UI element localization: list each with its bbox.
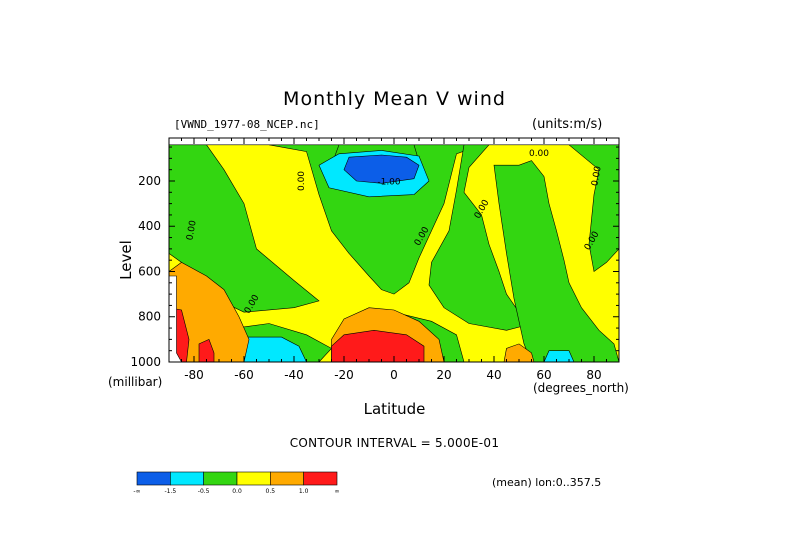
colorbar-label: -1.5 <box>164 488 176 495</box>
contour-region-19 <box>169 275 182 362</box>
contour-region-2 <box>268 144 482 295</box>
colorbar-label: 1.0 <box>299 488 309 495</box>
x-tick-label: 80 <box>586 368 601 382</box>
colorbar-swatch <box>270 471 304 486</box>
contour-fill-group <box>169 144 619 362</box>
contour-region-5 <box>493 160 619 362</box>
x-tick-label: 0 <box>390 368 398 382</box>
contour-label-7: 0.00 <box>590 165 603 187</box>
colorbar-swatch <box>236 471 271 486</box>
x-tick-label: -60 <box>234 368 254 382</box>
contour-label-0: 0.00 <box>185 219 198 241</box>
contour-label-3: -1.00 <box>377 177 401 187</box>
x-axis-unit: (degrees_north) <box>533 381 629 395</box>
chart-title: Monthly Mean V wind <box>283 88 506 110</box>
contour-label-1: 0.00 <box>297 171 307 191</box>
contour-region-18 <box>331 329 425 362</box>
x-tick-label: 60 <box>536 368 551 382</box>
y-tick-label: 600 <box>138 264 161 278</box>
y-tick-label: 800 <box>138 310 161 324</box>
dataset-label: [VWND_1977-08_NCEP.nc] <box>174 118 320 131</box>
footer-mean-text: (mean) lon:0..357.5 <box>492 476 602 489</box>
colorbar-label: ∞ <box>335 488 340 495</box>
colorbar-swatch <box>203 471 238 486</box>
contour-region-6 <box>568 144 619 273</box>
y-tick-label: 400 <box>138 219 161 233</box>
y-tick-label: 200 <box>138 174 161 188</box>
x-tick-label: -40 <box>284 368 304 382</box>
contour-region-10 <box>543 350 575 362</box>
contour-region-13 <box>169 262 250 362</box>
contour-label-6: 0.00 <box>529 149 549 159</box>
colorbar-label: -0.5 <box>198 488 210 495</box>
contour-region-17 <box>198 338 215 362</box>
contour-region-15 <box>503 343 535 362</box>
units-label: (units:m/s) <box>532 117 603 132</box>
x-tick-label: 20 <box>436 368 451 382</box>
contour-region-12 <box>343 154 420 184</box>
x-tick-label: -80 <box>184 368 204 382</box>
x-tick-label: -20 <box>334 368 354 382</box>
colorbar-label: 0.5 <box>266 488 276 495</box>
colorbar-swatch <box>303 471 338 486</box>
x-tick-label: 40 <box>486 368 501 382</box>
y-tick-label: 1000 <box>130 355 161 369</box>
y-axis-unit: (millibar) <box>108 375 163 389</box>
colorbar-label: -∞ <box>133 488 140 495</box>
colorbar-swatch <box>136 471 171 486</box>
colorbar-label: 0.0 <box>232 488 242 495</box>
contour-interval-text: CONTOUR INTERVAL = 5.000E-01 <box>289 436 500 450</box>
colorbar-swatch <box>170 471 204 486</box>
x-axis-label: Latitude <box>363 400 426 418</box>
